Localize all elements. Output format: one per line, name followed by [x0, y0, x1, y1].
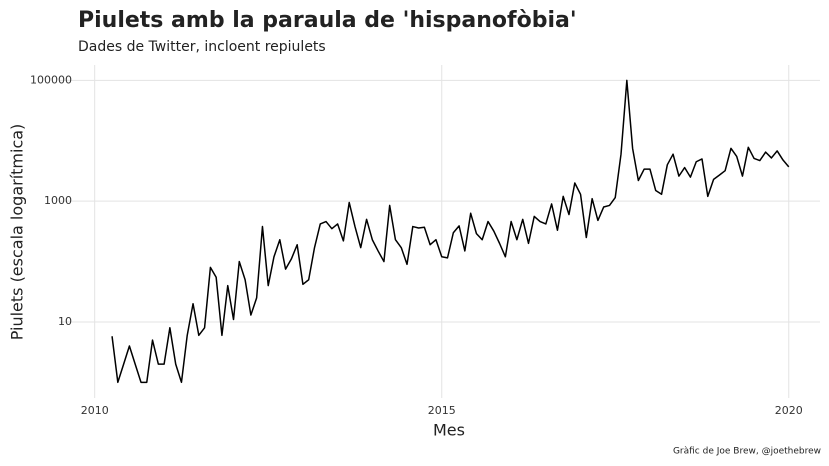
chart-title: Piulets amb la paraula de 'hispanofòbia': [78, 8, 577, 33]
y-tick-label: 10: [58, 315, 72, 328]
x-tick-label: 2010: [81, 404, 109, 417]
y-axis-label: Piulets (escala logarítmica): [8, 124, 27, 341]
x-tick-label: 2015: [428, 404, 456, 417]
data-line: [111, 79, 790, 384]
x-tick-label: 2020: [775, 404, 803, 417]
y-tick-label: 1000: [44, 194, 72, 207]
chart-subtitle: Dades de Twitter, incloent repiulets: [78, 39, 326, 55]
y-tick-label: 100000: [30, 73, 72, 86]
caption: Gràfic de Joe Brew, @joethebrew: [673, 447, 821, 457]
x-axis-label: Mes: [433, 421, 465, 440]
